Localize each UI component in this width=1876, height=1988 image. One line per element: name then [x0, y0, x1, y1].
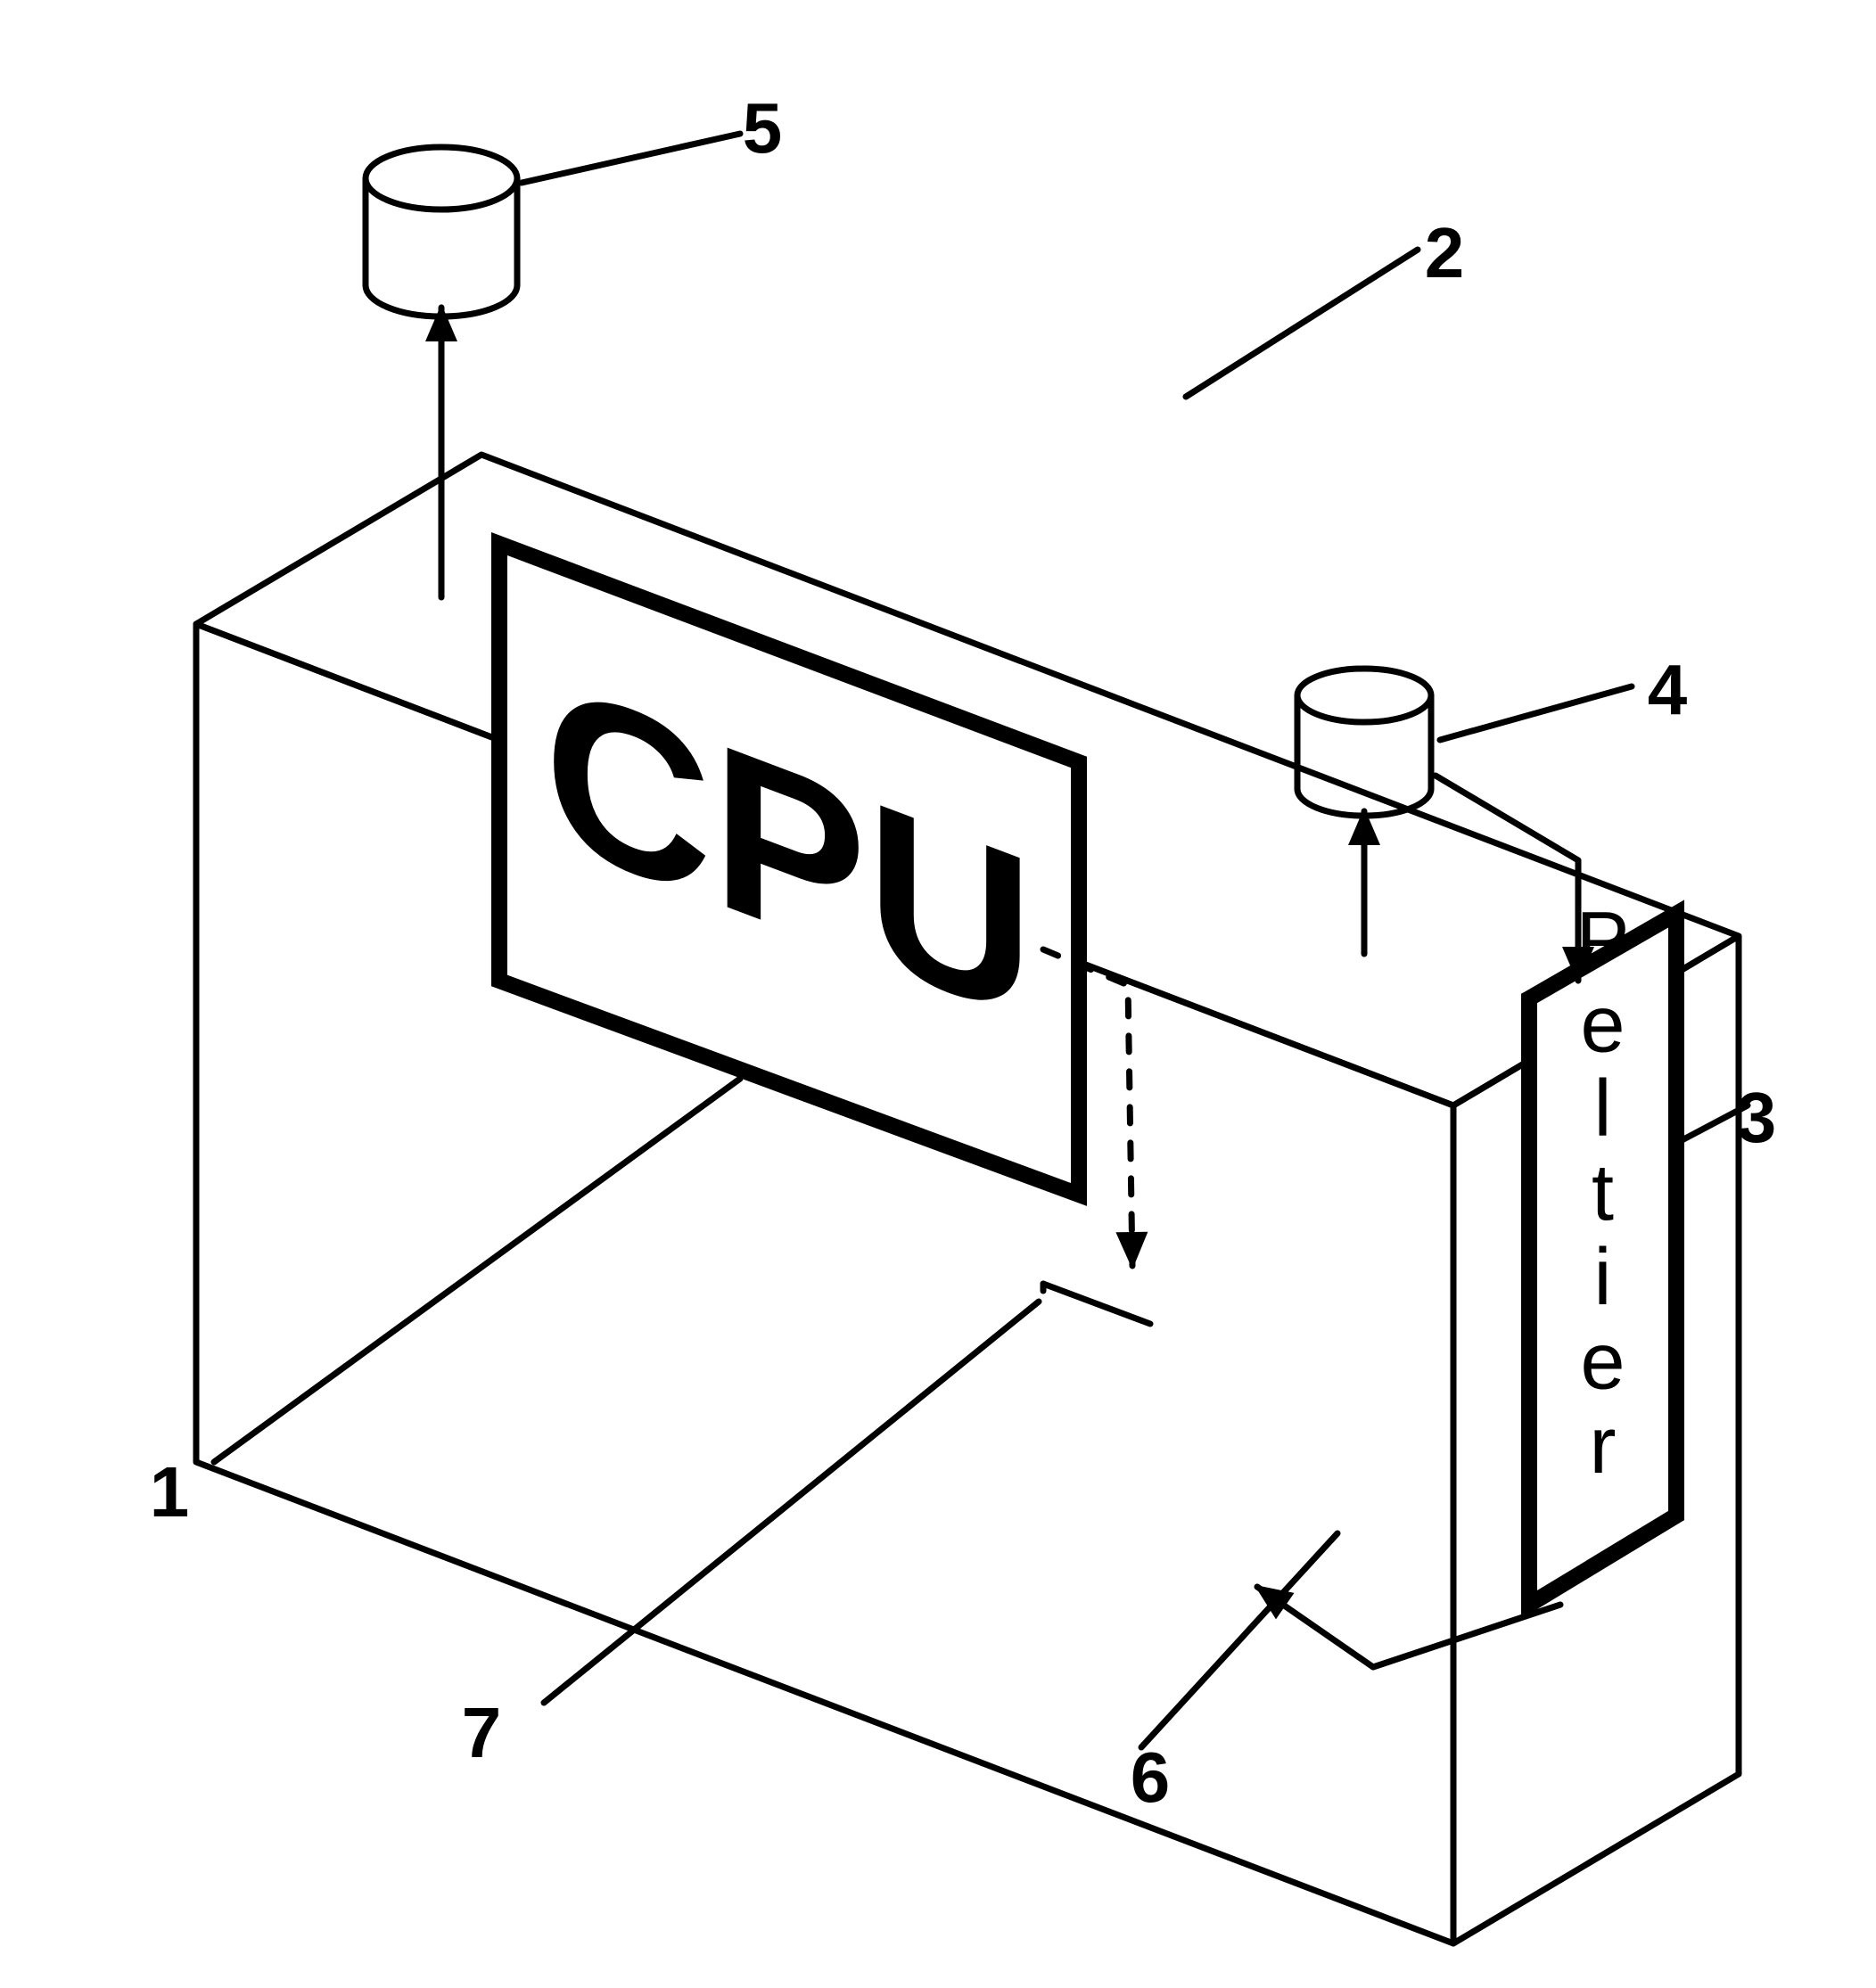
diagram-stage: CPUPeltierPeltier1234567	[0, 0, 1876, 1988]
callout-label-6: 6	[1131, 1737, 1171, 1817]
callout-label-7: 7	[462, 1693, 502, 1772]
peltier-label-letter: e	[1580, 981, 1625, 1070]
callout-label-5: 5	[743, 88, 783, 168]
peltier-label-letter: e	[1580, 1318, 1625, 1407]
peltier-label-letter: P	[1576, 896, 1629, 985]
peltier-label-letter: i	[1594, 1233, 1612, 1322]
peltier-label-letter: r	[1590, 1401, 1617, 1491]
callout-label-2: 2	[1425, 213, 1465, 292]
callout-label-1: 1	[150, 1452, 190, 1532]
callout-label-3: 3	[1737, 1078, 1777, 1157]
peltier-label-letter: l	[1594, 1064, 1612, 1154]
peltier-label-letter: t	[1592, 1149, 1614, 1238]
callout-label-4: 4	[1648, 650, 1688, 729]
